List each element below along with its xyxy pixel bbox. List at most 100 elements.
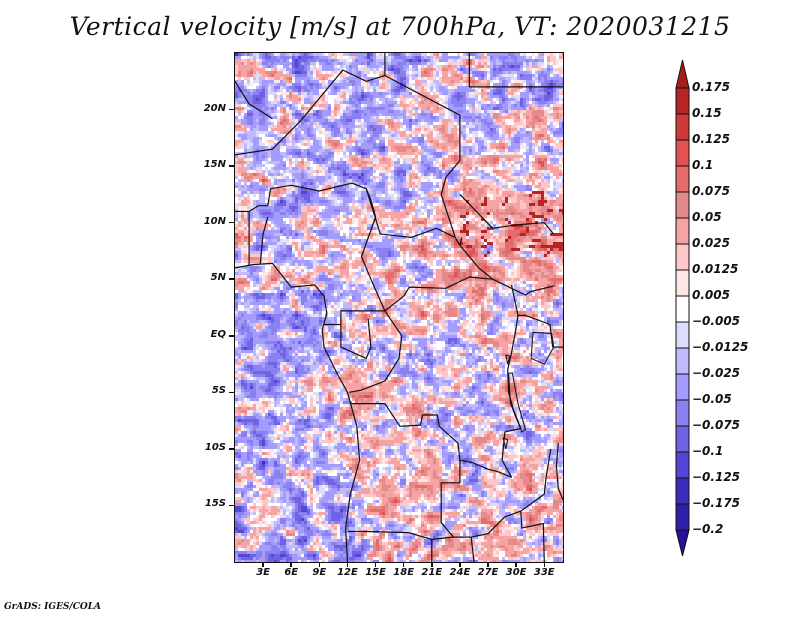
lake-outline [530, 331, 555, 365]
country-border [340, 318, 372, 359]
country-border [459, 237, 463, 246]
lat-tick-label: 10N [203, 215, 226, 227]
map-panel [235, 53, 563, 562]
lat-tick [229, 448, 234, 450]
lon-tick [262, 562, 264, 567]
lat-tick [229, 278, 234, 280]
lon-tick-label: 24E [449, 567, 471, 578]
lake-outline [502, 437, 509, 450]
colorbar-swatch [675, 243, 690, 271]
lon-tick-label: 27E [477, 567, 499, 578]
colorbar-level-label: −0.1 [692, 444, 724, 458]
colorbar-swatch [675, 191, 690, 219]
map-frame [234, 52, 564, 563]
vertical-velocity-field [235, 53, 563, 562]
colorbar-arrow-min [675, 529, 690, 557]
lat-tick [229, 108, 234, 111]
country-border [349, 310, 403, 393]
colorbar-swatch [675, 503, 690, 531]
colorbar-level-label: −0.075 [692, 418, 741, 432]
country-border [555, 443, 563, 501]
country-border [267, 182, 554, 312]
colorbar-swatch [675, 295, 690, 323]
colorbar-level-label: −0.025 [692, 366, 741, 380]
country-border [365, 188, 494, 280]
lon-tick-label: 15E [365, 567, 386, 578]
colorbar-swatch [675, 347, 690, 375]
lat-tick-label: 15N [203, 159, 226, 171]
lon-tick-label: 12E [337, 567, 358, 578]
lake-outline [505, 354, 511, 365]
lon-tick-label: 30E [505, 567, 527, 578]
colorbar-level-label: −0.05 [692, 392, 732, 406]
lat-tick [229, 165, 234, 167]
lat-tick-label: 5S [211, 385, 226, 397]
country-border [350, 284, 522, 478]
colorbar-level-label: −0.2 [692, 522, 724, 536]
colorbar-level-label: −0.125 [692, 470, 741, 484]
lat-tick-label: 5N [210, 272, 226, 284]
colorbar-level-label: 0.1 [692, 158, 714, 172]
country-border [324, 310, 385, 326]
plot-title: Vertical velocity [m/s] at 700hPa, VT: 2… [69, 12, 731, 41]
colorbar-level-label: −0.0125 [692, 340, 749, 354]
lon-tick [487, 562, 489, 567]
country-border [235, 80, 273, 120]
colorbar-swatch [675, 451, 690, 479]
colorbar-level-label: 0.15 [692, 106, 722, 120]
colorbar-swatch [675, 477, 690, 505]
colorbar-swatch [675, 87, 690, 115]
lat-tick [229, 504, 234, 507]
lon-tick [543, 562, 545, 567]
colorbar-level-label: 0.075 [692, 184, 730, 198]
coastline [235, 262, 361, 562]
lon-tick-label: 9E [312, 567, 327, 578]
lon-tick-label: 3E [256, 567, 270, 578]
lat-tick [229, 391, 234, 394]
country-border [518, 314, 554, 348]
country-border [453, 448, 552, 538]
lon-tick-label: 18E [393, 567, 415, 578]
country-borders [235, 53, 563, 562]
colorbar-swatch [675, 373, 690, 401]
lon-tick [346, 562, 349, 567]
colorbar-level-label: 0.05 [692, 210, 722, 224]
colorbar-swatch [675, 399, 690, 427]
country-border [248, 205, 268, 266]
country-border [470, 537, 475, 562]
colorbar-arrow-max [675, 59, 690, 89]
lon-tick [431, 562, 433, 567]
grads-credit: GrADS: IGES/COLA [4, 602, 102, 612]
lon-tick [402, 562, 405, 567]
colorbar-swatch [675, 321, 690, 349]
lat-tick-label: 10S [204, 441, 226, 453]
country-border [459, 193, 555, 235]
lat-tick [229, 221, 234, 224]
lon-tick-label: 33E [533, 567, 555, 578]
lake-outline [508, 372, 527, 433]
colorbar-swatch [675, 217, 690, 245]
lon-tick [318, 562, 321, 567]
lat-tick [229, 335, 234, 337]
lon-tick [290, 562, 292, 567]
lon-tick [515, 562, 517, 567]
lon-tick-label: 6E [284, 567, 299, 578]
colorbar-swatch [675, 139, 690, 167]
country-border [259, 216, 269, 264]
lon-tick-label: 21E [421, 567, 443, 578]
colorbar-level-label: −0.175 [692, 496, 741, 510]
lat-tick-label: 20N [203, 102, 226, 114]
lon-tick [374, 562, 377, 567]
colorbar-level-label: −0.005 [692, 314, 741, 328]
lat-tick-label: 15S [204, 498, 226, 510]
colorbar-level-label: 0.175 [692, 80, 730, 94]
lon-tick [459, 562, 461, 567]
country-border [520, 511, 545, 562]
colorbar-level-label: 0.125 [692, 132, 730, 146]
colorbar-swatch [675, 425, 690, 453]
lat-tick-label: EQ [210, 328, 226, 340]
colorbar-swatch [675, 165, 690, 193]
colorbar-swatch [675, 113, 690, 141]
colorbar-level-label: 0.0125 [692, 262, 739, 276]
colorbar-swatch [675, 269, 690, 297]
